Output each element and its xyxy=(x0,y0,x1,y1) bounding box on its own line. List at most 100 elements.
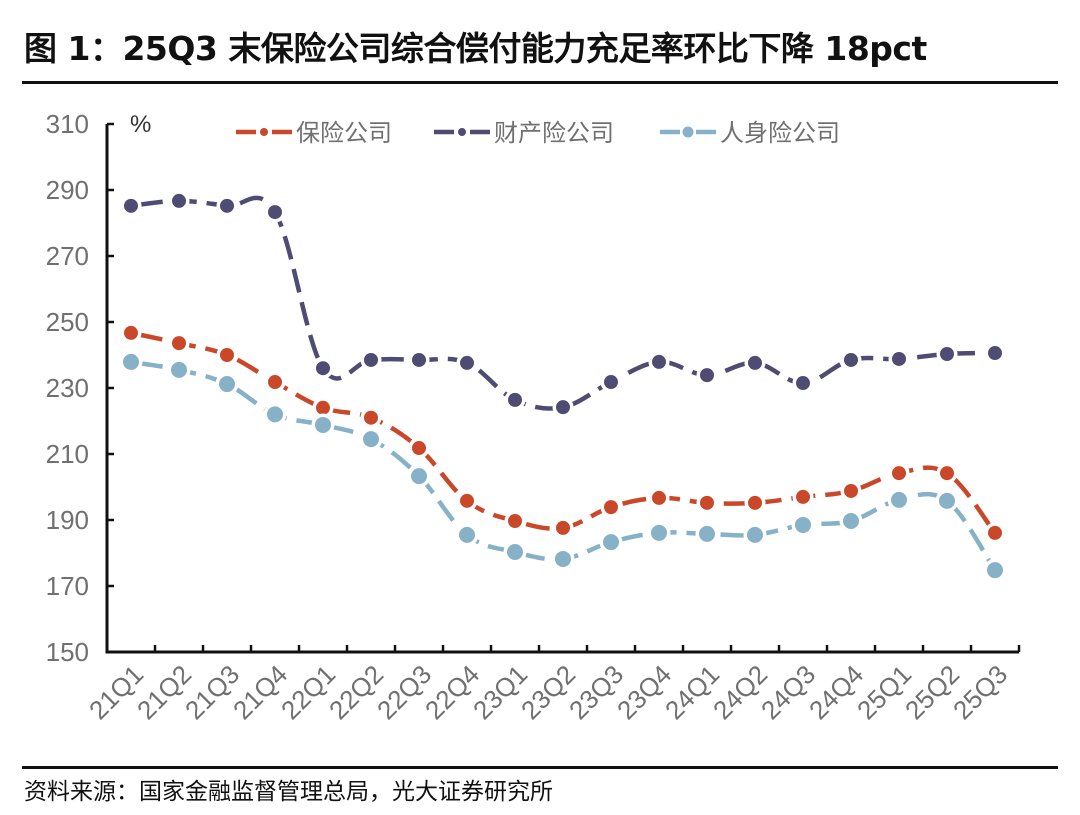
series-1 xyxy=(120,322,1006,544)
legend-item: 财产险公司 xyxy=(434,119,614,147)
data-point xyxy=(940,347,954,362)
x-tick-label: 21Q4 xyxy=(227,659,293,725)
series-3 xyxy=(119,350,1007,582)
data-point xyxy=(555,550,571,567)
data-point xyxy=(315,416,331,433)
data-point xyxy=(123,353,139,370)
x-tick-label: 23Q4 xyxy=(611,659,677,725)
data-point xyxy=(651,524,667,541)
line-chart: 150 170 190 210 230 250 270 290 310 21Q121Q221Q3… xyxy=(46,109,1021,725)
data-point xyxy=(412,441,426,456)
legend-item: 人身险公司 xyxy=(660,119,840,147)
legend-label: 保险公司 xyxy=(296,119,392,147)
data-point xyxy=(844,483,858,498)
data-point xyxy=(124,198,138,213)
data-point xyxy=(172,193,186,208)
data-point xyxy=(364,352,378,367)
y-tick-label: 310 xyxy=(46,109,89,139)
data-point xyxy=(267,406,283,423)
data-point xyxy=(604,375,618,390)
y-tick-label: 190 xyxy=(46,505,89,535)
x-tick-label: 21Q3 xyxy=(179,659,245,725)
x-tick-label: 22Q1 xyxy=(275,659,341,725)
data-point xyxy=(316,400,330,415)
data-point xyxy=(796,376,810,391)
x-tick-label: 22Q4 xyxy=(419,659,485,725)
data-point xyxy=(699,525,715,542)
x-tick-label: 24Q1 xyxy=(659,659,725,725)
data-point xyxy=(171,361,187,378)
series-2 xyxy=(120,190,1006,418)
series-lines xyxy=(119,190,1007,582)
series-line xyxy=(130,195,996,411)
data-point xyxy=(219,376,235,393)
y-tick-label: 250 xyxy=(46,307,89,337)
legend: 保险公司 财产险公司 人身险公司 xyxy=(236,119,840,147)
x-tick-label: 24Q3 xyxy=(755,659,821,725)
x-tick-label: 25Q2 xyxy=(899,659,965,725)
data-point xyxy=(748,355,762,370)
data-point xyxy=(748,495,762,510)
data-point xyxy=(556,520,570,535)
data-point xyxy=(940,466,954,481)
y-axis-ticks: 150 170 190 210 230 250 270 290 310 xyxy=(46,109,114,667)
data-point xyxy=(268,375,282,390)
data-point xyxy=(364,410,378,425)
x-axis-ticks: 21Q121Q221Q321Q422Q122Q222Q322Q423Q123Q2… xyxy=(83,645,1021,725)
data-point xyxy=(508,392,522,407)
legend-swatch-marker xyxy=(458,128,466,136)
data-point xyxy=(220,348,234,362)
x-tick-label: 21Q1 xyxy=(83,659,149,725)
data-point xyxy=(507,544,523,561)
data-point xyxy=(363,431,379,448)
x-tick-label: 23Q3 xyxy=(563,659,629,725)
x-tick-label: 23Q2 xyxy=(515,659,581,725)
series-line xyxy=(130,359,997,572)
data-point xyxy=(172,336,186,351)
data-point xyxy=(891,491,907,508)
data-point xyxy=(459,526,475,543)
data-point xyxy=(556,400,570,415)
data-point xyxy=(700,495,714,510)
x-tick-label: 25Q1 xyxy=(851,659,917,725)
y-tick-label: 210 xyxy=(46,439,89,469)
legend-swatch-marker xyxy=(260,128,268,136)
y-tick-label: 270 xyxy=(46,241,89,271)
data-point xyxy=(652,490,666,505)
data-point xyxy=(987,562,1003,579)
data-point xyxy=(460,493,474,508)
data-point xyxy=(604,500,618,515)
source-note: 资料来源：国家金融监督管理总局，光大证券研究所 xyxy=(24,779,553,805)
legend-swatch-marker xyxy=(682,126,694,138)
data-point xyxy=(988,346,1002,361)
data-point xyxy=(460,355,474,370)
data-point xyxy=(892,351,906,366)
data-point xyxy=(988,525,1002,540)
y-tick-label: 150 xyxy=(46,637,89,667)
x-tick-label: 22Q2 xyxy=(323,659,389,725)
y-tick-label: 170 xyxy=(46,571,89,601)
data-point xyxy=(939,492,955,509)
data-point xyxy=(412,352,426,367)
x-tick-label: 23Q1 xyxy=(467,659,533,725)
series-line xyxy=(130,330,997,535)
data-point xyxy=(124,325,138,340)
legend-item: 保险公司 xyxy=(236,119,392,147)
data-point xyxy=(747,526,763,543)
data-point xyxy=(508,513,522,528)
legend-label: 人身险公司 xyxy=(720,119,840,147)
figure-title: 图 1：25Q3 末保险公司综合偿付能力充足率环比下降 18pct xyxy=(24,29,927,68)
data-point xyxy=(844,352,858,367)
data-point xyxy=(700,368,714,383)
y-tick-label: 230 xyxy=(46,373,89,403)
data-point xyxy=(411,468,427,485)
source-rule xyxy=(22,766,1058,769)
y-axis-unit-label: % xyxy=(130,111,151,138)
x-tick-label: 25Q3 xyxy=(947,659,1013,725)
data-point xyxy=(795,516,811,533)
y-tick-label: 290 xyxy=(46,175,89,205)
data-point xyxy=(796,489,810,504)
title-rule xyxy=(22,81,1058,84)
x-tick-label: 21Q2 xyxy=(131,659,197,725)
data-point xyxy=(268,205,282,220)
